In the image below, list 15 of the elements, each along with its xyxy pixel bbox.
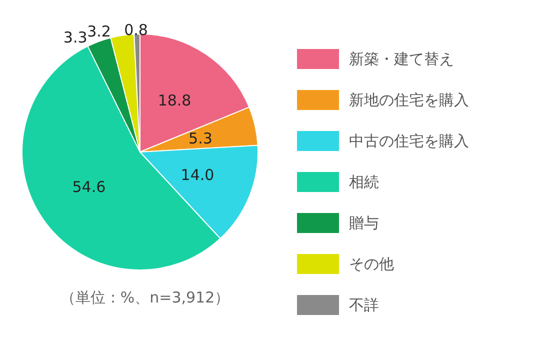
legend-label: 新地の住宅を購入 (349, 91, 469, 109)
data-label: 3.3 (63, 28, 88, 46)
data-label: 3.2 (87, 22, 111, 40)
data-label: 5.3 (188, 129, 212, 148)
text: （単位：%、n=3,912） (60, 288, 230, 306)
data-label: 18.8 (158, 92, 192, 110)
legend-label: 中古の住宅を購入 (349, 132, 469, 150)
legend-label: 新築・建て替え (349, 50, 454, 68)
data-label: 0.8 (124, 21, 148, 40)
data-label: 54.6 (72, 178, 106, 196)
legend-label: 相続 (349, 173, 379, 191)
data-label: 14.0 (180, 166, 214, 184)
legend-label: その他 (349, 255, 394, 273)
legend-label: 不詳 (349, 296, 379, 314)
legend-label: 贈与 (349, 214, 379, 232)
